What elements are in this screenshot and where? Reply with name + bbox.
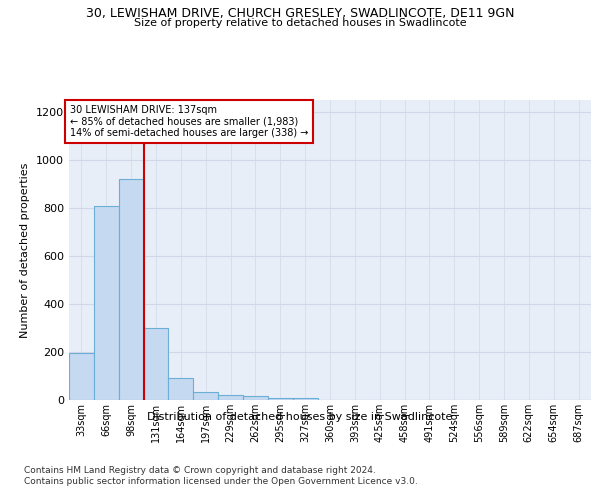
Bar bbox=[193, 392, 218, 400]
Text: 30 LEWISHAM DRIVE: 137sqm
← 85% of detached houses are smaller (1,983)
14% of se: 30 LEWISHAM DRIVE: 137sqm ← 85% of detac… bbox=[70, 105, 308, 138]
Text: Distribution of detached houses by size in Swadlincote: Distribution of detached houses by size … bbox=[148, 412, 452, 422]
Bar bbox=[169, 378, 193, 400]
Bar bbox=[218, 395, 243, 400]
Bar bbox=[293, 398, 317, 400]
Text: 30, LEWISHAM DRIVE, CHURCH GRESLEY, SWADLINCOTE, DE11 9GN: 30, LEWISHAM DRIVE, CHURCH GRESLEY, SWAD… bbox=[86, 8, 514, 20]
Bar bbox=[143, 328, 169, 400]
Bar bbox=[268, 398, 293, 400]
Y-axis label: Number of detached properties: Number of detached properties bbox=[20, 162, 31, 338]
Bar bbox=[94, 206, 119, 400]
Bar bbox=[119, 179, 143, 400]
Text: Contains public sector information licensed under the Open Government Licence v3: Contains public sector information licen… bbox=[24, 478, 418, 486]
Bar bbox=[69, 353, 94, 400]
Text: Contains HM Land Registry data © Crown copyright and database right 2024.: Contains HM Land Registry data © Crown c… bbox=[24, 466, 376, 475]
Text: Size of property relative to detached houses in Swadlincote: Size of property relative to detached ho… bbox=[134, 18, 466, 28]
Bar bbox=[243, 396, 268, 400]
